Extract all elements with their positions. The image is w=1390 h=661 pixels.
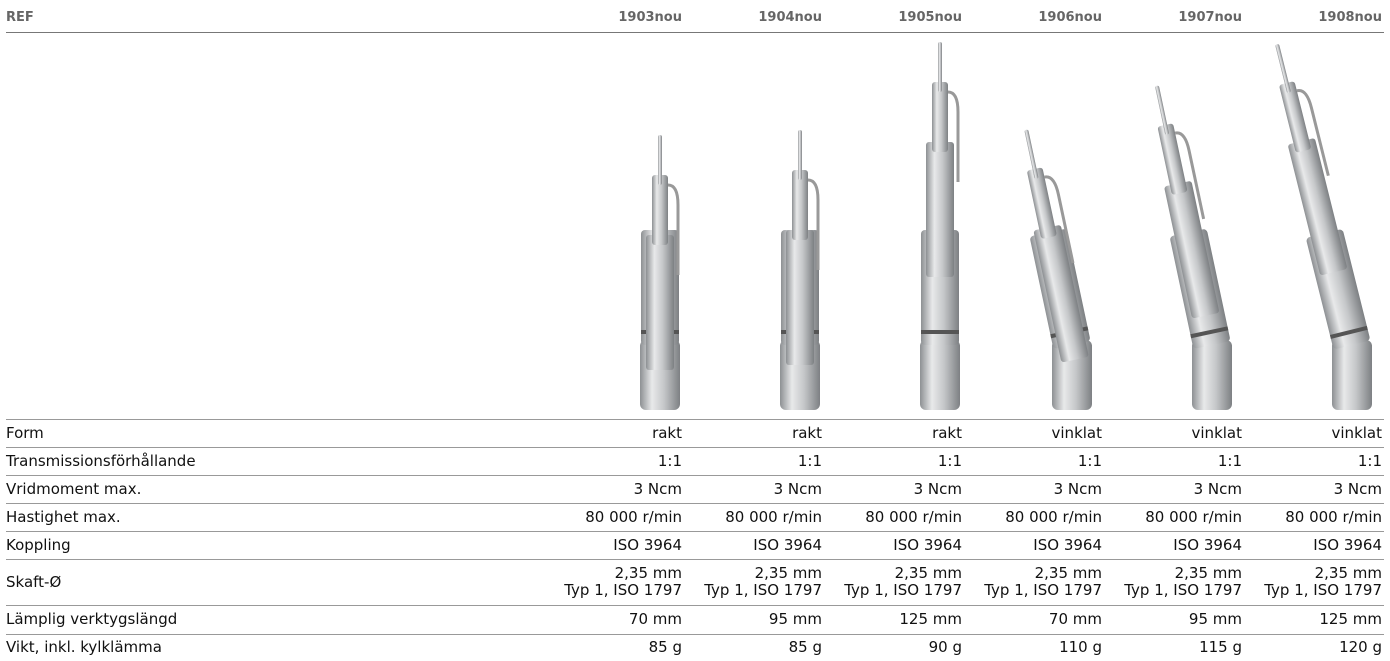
column-header: 1904nou	[758, 10, 822, 25]
handpiece-image	[1275, 44, 1372, 410]
cell-value: rakt	[792, 423, 822, 442]
cell-value: 1:1	[1077, 451, 1102, 470]
row-separator	[6, 634, 1384, 635]
row-label: Hastighet max.	[6, 507, 121, 526]
cell-value: ISO 3964	[613, 535, 682, 554]
cell-value: ISO 3964	[893, 535, 962, 554]
cell-value: 3 Ncm	[1333, 479, 1382, 498]
cell-value: 80 000 r/min	[865, 507, 962, 526]
cell-value: rakt	[932, 423, 962, 442]
cell-value: Typ 1, ISO 1797	[844, 581, 962, 599]
row-label: Koppling	[6, 535, 71, 554]
column-header: 1903nou	[618, 10, 682, 25]
cell-value: ISO 3964	[1313, 535, 1382, 554]
handpiece-image	[920, 42, 960, 410]
cell-value: 1:1	[797, 451, 822, 470]
cell-value: Typ 1, ISO 1797	[704, 581, 822, 599]
row-label: Vridmoment max.	[6, 479, 142, 498]
row-separator	[6, 531, 1384, 532]
cell-value: 95 mm	[768, 610, 822, 628]
cell-value: 3 Ncm	[1053, 479, 1102, 498]
cell-value: 90 g	[928, 638, 962, 656]
cell-value: 3 Ncm	[913, 479, 962, 498]
cell-value: 70 mm	[628, 610, 682, 628]
handpiece-image	[780, 130, 820, 410]
cell-value: 80 000 r/min	[1145, 507, 1242, 526]
row-separator	[6, 503, 1384, 504]
handpiece-image	[1024, 129, 1092, 410]
ref-header: REF	[6, 10, 34, 25]
handpiece-image	[640, 135, 680, 410]
cell-value: 80 000 r/min	[585, 507, 682, 526]
cell-value: 1:1	[657, 451, 682, 470]
cell-value: 80 000 r/min	[1285, 507, 1382, 526]
cell-value: vinklat	[1331, 423, 1382, 442]
row-separator	[6, 475, 1384, 476]
cell-value: 85 g	[788, 638, 822, 656]
row-label: Lämplig verktygslängd	[6, 610, 178, 628]
row-label: Vikt, inkl. kylklämma	[6, 638, 162, 656]
cell-value: Typ 1, ISO 1797	[564, 581, 682, 599]
row-separator	[6, 605, 1384, 606]
cell-value: 80 000 r/min	[725, 507, 822, 526]
cell-value: 95 mm	[1188, 610, 1242, 628]
row-label: Transmissionsförhållande	[6, 451, 196, 470]
cell-value: 80 000 r/min	[1005, 507, 1102, 526]
cell-value: 1:1	[1217, 451, 1242, 470]
cell-value: ISO 3964	[753, 535, 822, 554]
column-header: 1907nou	[1178, 10, 1242, 25]
column-header: 1908nou	[1318, 10, 1382, 25]
cell-value: 3 Ncm	[1193, 479, 1242, 498]
column-header: 1905nou	[898, 10, 962, 25]
cell-value: Typ 1, ISO 1797	[984, 581, 1102, 599]
cell-value: 85 g	[648, 638, 682, 656]
cell-value: 115 g	[1199, 638, 1242, 656]
row-label: Form	[6, 423, 44, 442]
cell-value: 2,35 mm	[1034, 564, 1102, 582]
cell-value: Typ 1, ISO 1797	[1264, 581, 1382, 599]
header-line	[6, 32, 1384, 33]
cell-value: 125 mm	[1319, 610, 1382, 628]
handpiece-image	[1155, 85, 1232, 410]
cell-value: 2,35 mm	[754, 564, 822, 582]
row-label: Skaft-Ø	[6, 572, 62, 591]
cell-value: vinklat	[1051, 423, 1102, 442]
cell-value: 2,35 mm	[1174, 564, 1242, 582]
cell-value: 2,35 mm	[894, 564, 962, 582]
row-separator	[6, 419, 1384, 420]
cell-value: 1:1	[937, 451, 962, 470]
cell-value: 3 Ncm	[633, 479, 682, 498]
cell-value: 110 g	[1059, 638, 1102, 656]
cell-value: 70 mm	[1048, 610, 1102, 628]
cell-value: ISO 3964	[1033, 535, 1102, 554]
cell-value: 120 g	[1339, 638, 1382, 656]
row-separator	[6, 447, 1384, 448]
cell-value: 1:1	[1357, 451, 1382, 470]
cell-value: ISO 3964	[1173, 535, 1242, 554]
cell-value: rakt	[652, 423, 682, 442]
row-separator	[6, 559, 1384, 560]
cell-value: 3 Ncm	[773, 479, 822, 498]
cell-value: 2,35 mm	[1314, 564, 1382, 582]
cell-value: vinklat	[1191, 423, 1242, 442]
column-header: 1906nou	[1038, 10, 1102, 25]
cell-value: Typ 1, ISO 1797	[1124, 581, 1242, 599]
cell-value: 125 mm	[899, 610, 962, 628]
product-images	[640, 42, 1372, 410]
cell-value: 2,35 mm	[614, 564, 682, 582]
